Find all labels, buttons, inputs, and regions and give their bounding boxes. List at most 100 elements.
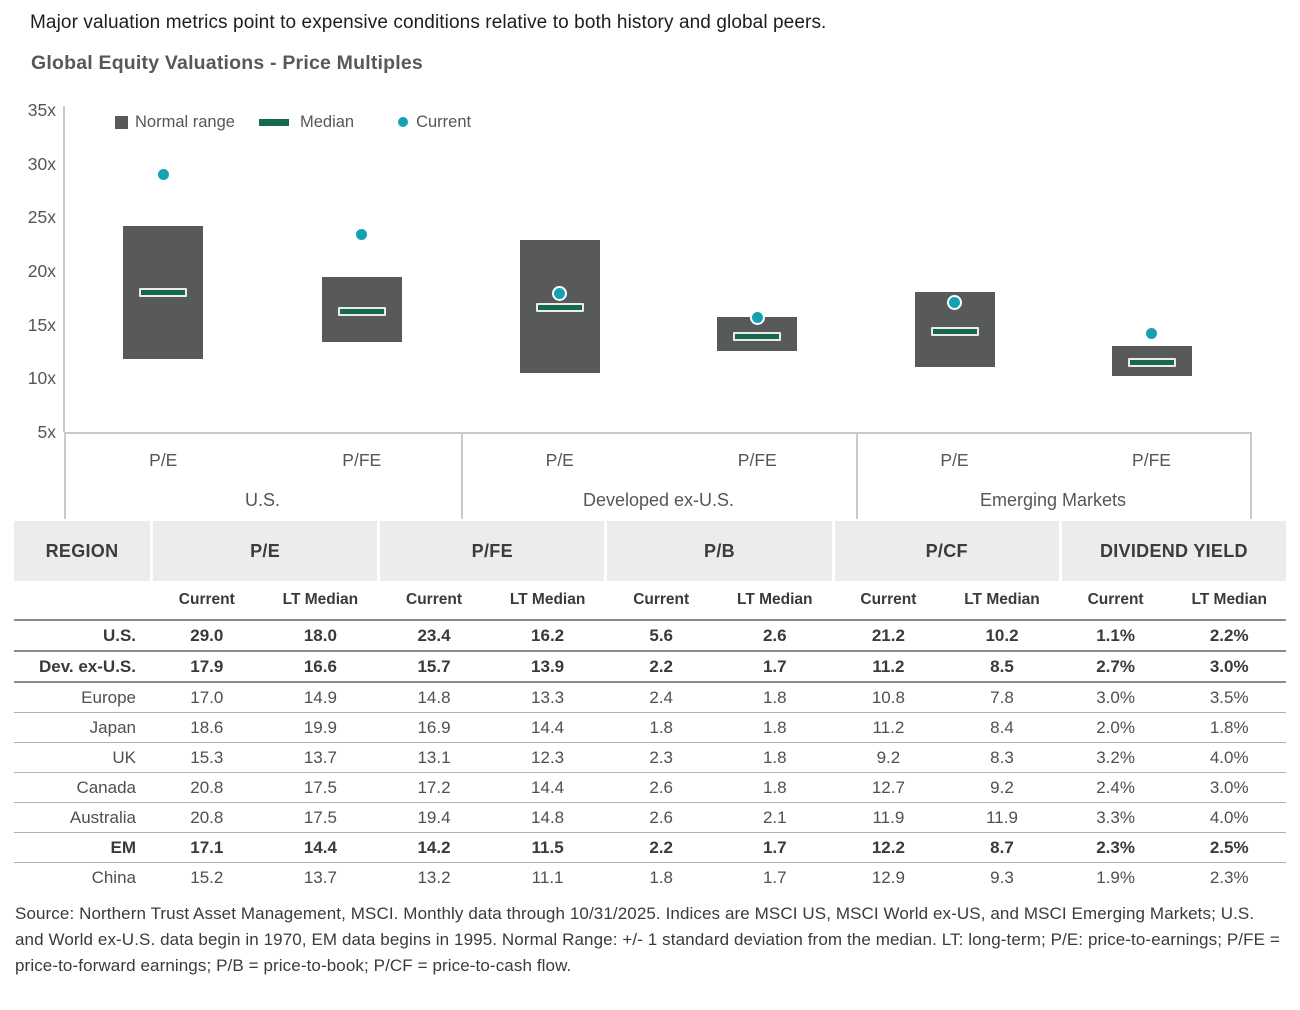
value-cell: 14.4 [303, 837, 337, 857]
value-cell: 3.0% [1209, 777, 1249, 797]
subheader-label: Current [1087, 591, 1144, 608]
value-cell: 13.7 [303, 867, 337, 887]
value-cell: 2.4% [1096, 777, 1135, 797]
current-dot [155, 166, 171, 182]
subheader-label: Current [178, 591, 235, 608]
value-cell: 5.6 [649, 625, 673, 645]
y-tick-label: 15x [27, 314, 56, 335]
value-cell: 19.4 [417, 807, 451, 827]
value-cell: 2.5% [1209, 837, 1249, 857]
median-marker [337, 307, 386, 317]
category-label: P/FE [342, 450, 382, 470]
value-cell: 1.8 [762, 747, 787, 767]
value-cell: 2.7% [1096, 656, 1135, 676]
y-axis-line [63, 106, 65, 432]
current-dot-swatch-icon [398, 117, 409, 127]
table-row: Dev. ex-U.S. 17.9 16.6 15.7 13.9 2.2 1.7 11.2 8.… [14, 650, 1286, 681]
value-cell: 1.8 [649, 717, 673, 737]
table-body: U.S. 29.0 18.0 23.4 16.2 5.6 2.6 21.2 10.2 1.1% 2.… [14, 619, 1286, 892]
table-row: Europe 17.0 14.9 14.8 13.3 2.4 1.8 10.8 7.8 3.0% 3… [14, 681, 1286, 712]
valuation-table: REGION P/E P/FE P/B P/CF DIVIDEND YIELD Curr… [14, 521, 1286, 892]
legend-label: Normal range [135, 112, 235, 131]
value-cell: 2.6 [649, 807, 673, 827]
column-group-header: DIVIDEND YIELD [1061, 521, 1286, 581]
value-cell: 3.0% [1096, 687, 1135, 707]
value-cell: 10.2 [985, 625, 1019, 645]
value-cell: 11.2 [872, 656, 905, 676]
value-cell: 14.4 [531, 717, 565, 737]
source-footnote: Source: Northern Trust Asset Management,… [15, 904, 1280, 975]
page-headline: Major valuation metrics point to expensi… [30, 12, 827, 33]
column-group-header: P/FE [380, 521, 605, 581]
value-cell: 20.8 [190, 777, 224, 797]
value-cell: 2.0% [1096, 717, 1135, 737]
table-subheader-row: Current LT Median Current LT Median Current L… [14, 581, 1286, 619]
value-cell: 4.0% [1209, 747, 1249, 767]
value-cell: 2.6 [762, 625, 787, 645]
region-cell: Europe [81, 687, 136, 707]
column-group-header: P/B [607, 521, 832, 581]
value-cell: 10.8 [871, 687, 905, 707]
column-group-header: P/CF [834, 521, 1059, 581]
value-cell: 1.8 [649, 867, 673, 887]
value-cell: 14.9 [303, 687, 337, 707]
value-cell: 13.2 [417, 867, 451, 887]
table-row: Japan 18.6 19.9 16.9 14.4 1.8 1.8 11.2 8.4 2.0% 1.… [14, 712, 1286, 742]
table-row: Australia 20.8 17.5 19.4 14.8 2.6 2.1 11.9 11.9 3… [14, 802, 1286, 832]
region-cell: Japan [89, 717, 136, 737]
value-cell: 21.2 [871, 625, 905, 645]
value-cell: 14.4 [531, 777, 565, 797]
group-label: U.S. [244, 490, 280, 510]
current-dot [354, 227, 370, 242]
group-divider-line [856, 432, 858, 519]
value-cell: 3.3% [1096, 807, 1135, 827]
current-dot [1144, 325, 1159, 341]
value-cell: 11.9 [872, 807, 905, 827]
group-divider-line [1250, 432, 1252, 519]
value-cell: 16.6 [303, 656, 337, 676]
value-cell: 8.7 [990, 837, 1014, 857]
value-cell: 13.3 [531, 687, 565, 707]
value-cell: 17.0 [190, 687, 224, 707]
value-cell: 2.3% [1209, 867, 1249, 887]
value-cell: 19.9 [303, 717, 337, 737]
value-cell: 8.5 [990, 656, 1014, 676]
subheader-label: Current [633, 591, 690, 608]
value-cell: 3.0% [1209, 656, 1249, 676]
value-cell: 12.3 [531, 747, 565, 767]
group-label: Emerging Markets [979, 490, 1127, 510]
legend-item-median: Median [258, 112, 355, 132]
table-row: U.S. 29.0 18.0 23.4 16.2 5.6 2.6 21.2 10.2 1.1% 2.… [14, 619, 1286, 650]
median-marker [535, 302, 584, 312]
value-cell: 2.1 [762, 807, 787, 827]
value-cell: 13.9 [531, 656, 565, 676]
subheader-label: LT Median [737, 591, 813, 608]
subheader-label: Current [860, 591, 917, 608]
subheader-label: Current [406, 591, 462, 608]
value-cell: 1.8 [762, 717, 787, 737]
value-cell: 11.5 [531, 837, 564, 857]
value-cell: 7.8 [990, 687, 1014, 707]
value-cell: 2.3 [649, 747, 673, 767]
value-cell: 1.7 [762, 867, 787, 887]
value-cell: 12.9 [871, 867, 905, 887]
table-row: Canada 20.8 17.5 17.2 14.4 2.6 1.8 12.7 9.2 2.4% 3… [14, 772, 1286, 802]
value-cell: 1.8% [1209, 717, 1249, 737]
chart-title: Global Equity Valuations - Price Multipl… [31, 52, 423, 74]
group-label: Developed ex-U.S. [582, 490, 735, 510]
value-cell: 9.2 [990, 777, 1014, 797]
value-cell: 11.2 [872, 717, 905, 737]
value-cell: 17.9 [190, 656, 224, 676]
column-header-region: REGION [14, 521, 150, 581]
x-axis-baseline [64, 432, 1250, 434]
value-cell: 14.8 [531, 807, 565, 827]
value-cell: 18.6 [190, 717, 224, 737]
y-tick-label: 25x [27, 207, 56, 228]
value-cell: 8.4 [990, 717, 1014, 737]
median-swatch-icon [258, 118, 289, 126]
category-label: P/E [545, 450, 574, 470]
legend-label: Median [299, 112, 355, 131]
category-label: P/FE [1132, 450, 1171, 470]
value-cell: 1.8 [762, 777, 787, 797]
